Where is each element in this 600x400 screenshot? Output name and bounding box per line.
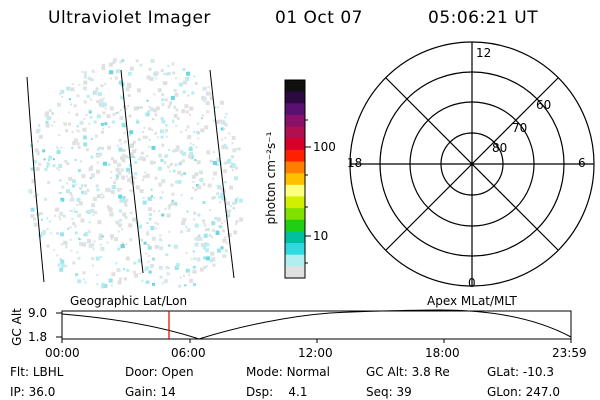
glon-field: GLon: 247.0 [487,385,560,399]
timeline-x-tick-2359: 23:59 [552,346,587,360]
colorbar-segment [285,173,305,186]
altitude-timeline [56,309,572,343]
lon-line-3 [209,69,235,279]
colorbar-segment [285,126,305,139]
lon-line-1 [26,76,45,283]
timeline-x-tick-1200: 12:00 [298,346,333,360]
mlt-label-18: 18 [347,156,363,170]
colorbar-segment [285,161,305,174]
mlt-label-0: 0 [468,276,476,290]
glat-field: GLat: -10.3 [487,365,554,379]
mlt-label-12: 12 [476,46,492,60]
door-field: Door: Open [125,365,194,379]
gc-alt-field: GC Alt: 3.8 Re [366,365,450,379]
timeline-y-axis-label: GC Alt [10,308,24,346]
time-label: 05:06:21 UT [428,8,539,28]
timeline-x-tick-1800: 18:00 [425,346,460,360]
colorbar-segment [285,184,305,198]
colorbar-segment [285,231,305,244]
mode-field: Mode: Normal [246,365,330,379]
colorbar-tick-10: 10 [313,229,329,243]
color-scale-bar [284,79,311,279]
colorbar-segment [285,91,305,104]
colorbar-segment [285,243,305,256]
colorbar-tick-100: 100 [313,140,336,154]
gain-field: Gain: 14 [125,385,176,399]
colorbar-segment [285,196,305,209]
colorbar-segment [285,266,305,279]
colorbar-segment [285,254,305,267]
dsp-field: Dsp: 4.1 [246,385,308,399]
uv-image-panel [26,58,244,289]
colorbar-segment [285,103,305,116]
timeline-left-title: Geographic Lat/Lon [70,294,188,308]
timeline-x-tick-0600: 06:00 [171,346,206,360]
colorbar-segment [285,208,305,221]
lat-label-70: 70 [512,121,528,135]
timeline-y-tick-9: 9.0 [28,306,48,320]
polar-grid [349,41,595,287]
colorbar-segment [285,219,305,233]
seq-field: Seq: 39 [366,385,412,399]
colorbar-segment [285,114,305,128]
lat-label-60: 60 [536,98,552,112]
mlt-label-6: 6 [578,156,586,170]
timeline-x-tick-0000: 00:00 [45,346,80,360]
filter-field: Flt: LBHL [10,365,64,379]
uv-emission-specks [28,58,244,289]
timeline-right-title: Apex MLat/MLT [427,294,517,308]
colorbar-units-label: photon cm⁻²s⁻¹ [264,131,278,225]
ip-field: IP: 36.0 [10,385,56,399]
timeline-y-tick-1: 1.8 [28,330,48,344]
colorbar-segment [285,80,305,93]
colorbar-segment [285,149,305,163]
instrument-title: Ultraviolet Imager [48,8,211,28]
lat-label-80: 80 [492,141,508,155]
colorbar-segment [285,138,305,151]
date-label: 01 Oct 07 [275,8,363,28]
lon-line-2 [120,69,144,274]
altitude-curve [61,309,572,340]
